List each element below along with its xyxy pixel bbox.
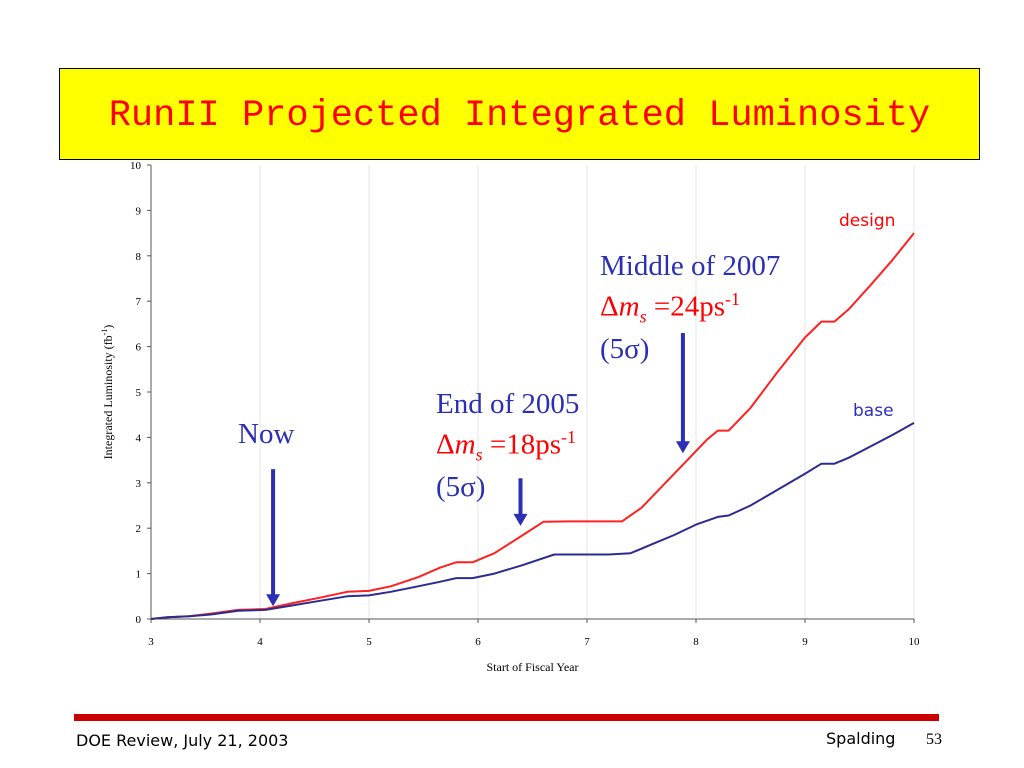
annotation-mid-2007-value: =24ps <box>646 290 726 323</box>
m-symbol: m <box>454 428 476 461</box>
x-tick-label: 10 <box>909 636 921 648</box>
y-tick-label: 0 <box>136 614 142 626</box>
annotation-mid-2007-line2: Δms =24ps-1 <box>600 283 780 333</box>
annotation-end-2005-exp: -1 <box>561 427 577 447</box>
y-tick-label: 1 <box>136 569 142 581</box>
page-number: 53 <box>926 731 942 748</box>
end-2005-arrow-head <box>513 513 528 526</box>
annotation-mid-2007-sigma: (5σ) <box>600 333 650 366</box>
delta-symbol: Δ <box>436 428 455 461</box>
y-axis-label-text: Integrated Luminosity (fb <box>101 335 115 459</box>
annotation-end-2005-sigma: (5σ) <box>436 471 486 504</box>
series-label-base: base <box>853 401 894 421</box>
y-axis-label: Integrated Luminosity (fb-1) <box>100 325 115 460</box>
x-tick-label: 8 <box>693 636 699 648</box>
slide-title: RunII Projected Integrated Luminosity <box>108 95 931 137</box>
annotation-end-2005-value: =18ps <box>482 428 562 461</box>
annotation-end-2005-line1: End of 2005 <box>436 388 580 420</box>
m-symbol: m <box>618 290 640 323</box>
x-tick-label: 5 <box>366 636 372 648</box>
footer-rule <box>74 714 939 721</box>
y-axis-label-exp: -1 <box>100 329 109 336</box>
annotation-mid-2007: Middle of 2007 Δms =24ps-1 (5σ) <box>600 250 780 366</box>
y-tick-label: 2 <box>136 523 142 535</box>
series-line-base <box>150 422 915 620</box>
y-tick-label: 6 <box>136 342 142 354</box>
x-tick-label: 4 <box>257 636 263 648</box>
y-tick-label: 5 <box>136 387 142 399</box>
annotation-now: Now <box>238 418 295 450</box>
x-tick-label: 9 <box>802 636 808 648</box>
y-axis-label-close: ) <box>101 325 115 329</box>
x-axis-label: Start of Fiscal Year <box>487 660 579 674</box>
y-tick-label: 8 <box>136 251 142 263</box>
mid-2007-arrow-head <box>675 441 690 454</box>
annotation-end-2005-line2: Δms =18ps-1 <box>436 421 579 471</box>
x-tick-label: 6 <box>475 636 481 648</box>
footer-event: DOE Review, July 21, 2003 <box>76 731 289 750</box>
annotation-mid-2007-exp: -1 <box>725 289 741 309</box>
now-arrow-head <box>266 594 281 607</box>
annotation-mid-2007-line1: Middle of 2007 <box>600 250 781 282</box>
series-label-design: design <box>839 211 896 231</box>
series-line-design <box>150 232 915 620</box>
y-tick-label: 3 <box>136 478 142 490</box>
y-tick-label: 7 <box>136 296 142 308</box>
x-tick-label: 3 <box>148 636 154 648</box>
y-tick-label: 9 <box>136 205 142 217</box>
s-subscript: s <box>639 306 647 327</box>
s-subscript: s <box>475 444 483 465</box>
annotation-end-2005: End of 2005 Δms =18ps-1 (5σ) <box>436 388 579 504</box>
x-tick-label: 7 <box>584 636 590 648</box>
delta-symbol: Δ <box>600 290 619 323</box>
footer-author: Spalding <box>826 729 896 748</box>
y-tick-label: 10 <box>130 160 142 172</box>
title-banner: RunII Projected Integrated Luminosity <box>59 68 980 160</box>
y-tick-label: 4 <box>136 432 142 444</box>
